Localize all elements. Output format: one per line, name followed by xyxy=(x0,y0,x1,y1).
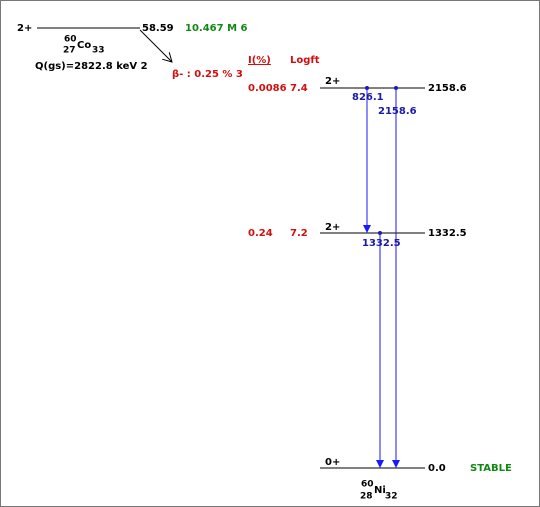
daughter-n: 32 xyxy=(385,492,398,502)
decay-label: β- : 0.25 % 3 xyxy=(172,69,243,80)
half-life: 10.467 M 6 xyxy=(185,23,248,34)
level-spin: 2+ xyxy=(325,76,340,87)
daughter-element: Ni xyxy=(374,485,386,496)
level-energy: 0.0 xyxy=(428,463,446,474)
level-intensity: 0.0086 xyxy=(248,83,287,94)
parent-spin: 2+ xyxy=(17,23,32,34)
parent-z: 27 xyxy=(63,46,76,56)
parent-mass: 60 xyxy=(64,35,77,45)
daughter-mass: 60 xyxy=(361,480,374,490)
decay-arrow xyxy=(139,29,172,62)
parent-element: Co xyxy=(77,40,91,51)
stable-label: STABLE xyxy=(470,463,512,474)
parent-n: 33 xyxy=(92,46,105,56)
gamma-energy: 1332.5 xyxy=(362,238,401,249)
level-intensity: 0.24 xyxy=(248,228,273,239)
q-value: Q(gs)=2822.8 keV 2 xyxy=(35,61,148,72)
level-energy: 2158.6 xyxy=(428,83,467,94)
level-spin: 2+ xyxy=(325,222,340,233)
intensity-header: I(%) xyxy=(248,55,271,66)
level-logft: 7.4 xyxy=(290,83,308,94)
gamma-energy: 826.1 xyxy=(352,92,384,103)
level-logft: 7.2 xyxy=(290,228,308,239)
daughter-z: 28 xyxy=(360,492,373,502)
logft-header: Logft xyxy=(290,55,320,66)
level-energy: 1332.5 xyxy=(428,228,467,239)
gamma-energy: 2158.6 xyxy=(378,106,417,117)
level-spin: 0+ xyxy=(325,457,340,468)
parent-energy: 58.59 xyxy=(142,23,174,34)
